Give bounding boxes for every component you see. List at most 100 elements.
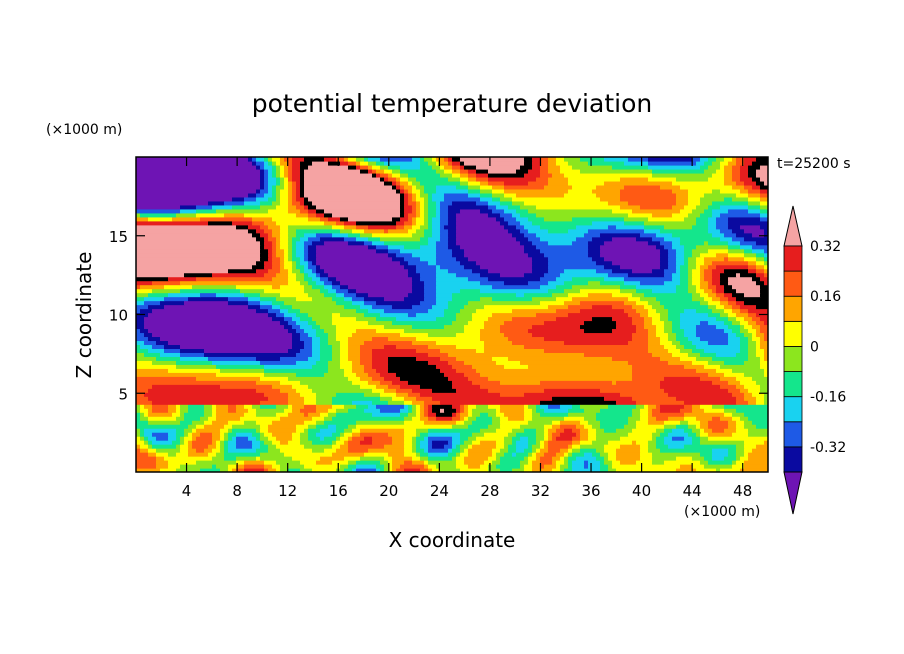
contour-cell (440, 408, 445, 413)
contour-cell (388, 244, 405, 250)
contour-cell (400, 216, 409, 222)
contour-cell (352, 428, 361, 433)
contour-cell (348, 440, 361, 445)
contour-cell (532, 464, 541, 469)
contour-cell (500, 448, 509, 453)
contour-cell (532, 416, 565, 421)
contour-cell (304, 340, 313, 346)
contour-cell (620, 192, 677, 198)
contour-cell (404, 404, 409, 409)
contour-cell (316, 328, 325, 334)
contour-cell (336, 468, 345, 472)
contour-cell (448, 236, 457, 242)
contour-cell (456, 420, 465, 425)
contour-cell (616, 448, 641, 453)
contour-cell (308, 280, 317, 286)
contour-cell (288, 200, 293, 206)
contour-cell (716, 304, 725, 310)
contour-cell (660, 240, 673, 246)
contour-cell (748, 204, 761, 210)
contour-cell (300, 180, 305, 186)
contour-cell (540, 404, 549, 409)
contour-cell (328, 160, 341, 166)
contour-cell (564, 280, 589, 286)
contour-cell (340, 340, 349, 346)
contour-cell (136, 352, 145, 357)
contour-cell (676, 268, 681, 274)
contour-cell (692, 157, 701, 162)
contour-cell (356, 157, 365, 162)
contour-cell (676, 288, 689, 294)
contour-cell (708, 157, 717, 162)
contour-cell (672, 188, 689, 194)
contour-cell (444, 164, 453, 170)
contour-cell (728, 248, 745, 254)
contour-cell (176, 432, 185, 437)
contour-cell (492, 416, 501, 421)
contour-cell (420, 444, 429, 449)
contour-cell (720, 164, 725, 170)
contour-cell (460, 416, 465, 421)
contour-cell (640, 280, 665, 286)
contour-cell (224, 200, 245, 206)
contour-cell (312, 440, 333, 445)
contour-cell (180, 344, 293, 349)
contour-cell (296, 180, 301, 186)
contour-cell (296, 192, 301, 198)
contour-cell (600, 248, 661, 254)
contour-cell (612, 260, 661, 266)
contour-cell (212, 360, 261, 365)
contour-cell (432, 408, 441, 413)
contour-cell (544, 388, 601, 393)
contour-cell (184, 272, 213, 278)
colorbar-segment (783, 371, 803, 398)
contour-cell (472, 268, 489, 274)
contour-cell (664, 324, 673, 330)
contour-cell (312, 240, 325, 246)
contour-cell (596, 448, 605, 453)
contour-cell (256, 388, 281, 393)
contour-cell (292, 240, 297, 246)
contour-cell (432, 216, 441, 222)
contour-cell (708, 340, 729, 346)
contour-cell (136, 332, 145, 338)
contour-cell (524, 408, 533, 413)
contour-cell (600, 460, 605, 465)
contour-cell (356, 288, 413, 294)
contour-cell (644, 220, 697, 226)
contour-cell (536, 204, 621, 210)
contour-cell (412, 444, 417, 449)
contour-cell (252, 432, 261, 437)
contour-cell (284, 172, 289, 178)
contour-cell (396, 252, 413, 258)
contour-cell (456, 460, 465, 465)
contour-cell (448, 228, 457, 234)
contour-cell (304, 428, 309, 433)
contour-cell (292, 384, 309, 389)
contour-cell (136, 384, 153, 389)
contour-cell (544, 216, 573, 222)
contour-cell (420, 468, 429, 472)
contour-cell (736, 428, 749, 433)
contour-cell (556, 296, 573, 302)
contour-cell (168, 460, 197, 465)
contour-cell (488, 268, 533, 274)
contour-cell (304, 464, 341, 469)
contour-cell (696, 416, 713, 421)
contour-cell (736, 192, 749, 198)
contour-cell (448, 157, 453, 162)
contour-cell (412, 216, 417, 222)
contour-cell (268, 236, 277, 242)
contour-cell (652, 304, 665, 310)
contour-cell (136, 408, 141, 413)
contour-cell (208, 356, 257, 361)
contour-cell (456, 464, 469, 469)
contour-cell (616, 224, 645, 230)
contour-cell (744, 248, 753, 254)
contour-cell (524, 272, 545, 278)
contour-cell (436, 208, 441, 214)
contour-cell (392, 320, 453, 326)
contour-cell (628, 296, 641, 302)
contour-cell (568, 412, 597, 417)
contour-cell (644, 224, 665, 230)
